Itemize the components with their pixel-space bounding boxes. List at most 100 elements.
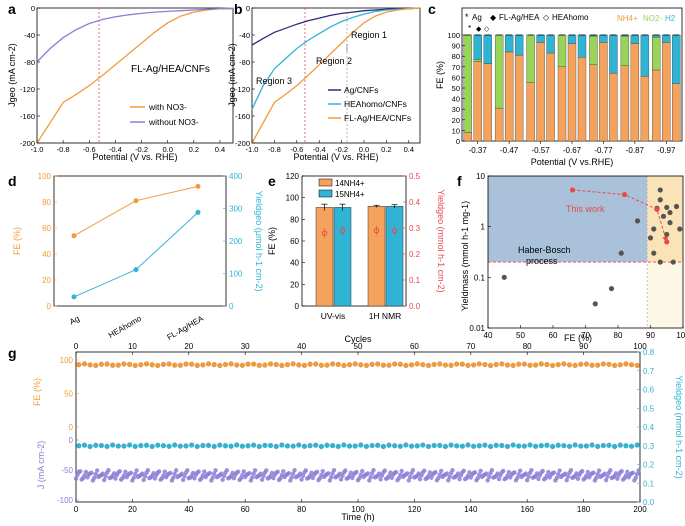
point-g-j xyxy=(292,468,297,473)
point-g-yield xyxy=(606,442,612,448)
panel-d: d 0 20 40 60 80 100 0 100 200 300 400 Ag HEAhomo FL-A… xyxy=(8,172,264,342)
point-g-yield xyxy=(504,443,511,449)
y-tick-label-a: -200 xyxy=(20,139,35,148)
point-g-j xyxy=(526,474,531,479)
point-g-j xyxy=(192,476,197,481)
x-tick-label-d: Ag xyxy=(68,314,81,327)
y-tick-label-f: 0.01 xyxy=(469,324,485,333)
panel-f-haber-1: Haber-Bosch xyxy=(518,245,571,255)
point-g-j xyxy=(447,474,452,480)
x2-tick-label-g: 70 xyxy=(466,342,475,351)
panel-c-legend: * Ag ◆ FL-Ag/HEA ◇ HEAhomo NH4+ NO2- H2 … xyxy=(465,12,676,33)
y-tick-label-c: 80 xyxy=(452,52,460,61)
point-g-fe xyxy=(346,362,353,368)
bar-c-NH4+ xyxy=(599,42,608,142)
y-tick-label-c: 20 xyxy=(452,116,460,125)
point-g-j xyxy=(619,469,624,474)
point-g-fe xyxy=(431,361,437,368)
point-g-j xyxy=(602,471,607,476)
this-work-trend xyxy=(572,189,669,243)
point-literature xyxy=(647,235,654,241)
point-g-yield xyxy=(132,443,138,449)
point-g-yield xyxy=(127,442,133,448)
point-g-yield xyxy=(544,442,550,448)
point-fe xyxy=(71,233,77,239)
x-tick-label-b: -0.6 xyxy=(290,145,303,154)
panel-a-annotation: FL-Ag/HEA/CNFs xyxy=(131,64,210,75)
point-g-j xyxy=(213,468,218,473)
point-g-yield xyxy=(330,443,336,449)
x-tick-label-c: -0.97 xyxy=(657,146,676,155)
point-g-fe xyxy=(205,361,212,367)
point-g-fe xyxy=(566,362,573,368)
point-g-j xyxy=(608,468,613,473)
point-g-yield xyxy=(346,443,353,449)
bar-c-NO2- xyxy=(463,34,472,133)
point-g-j xyxy=(281,469,286,474)
x-tick-label-a: 0.2 xyxy=(189,145,199,154)
x-tick-label-g: 100 xyxy=(351,505,365,514)
point-g-fe xyxy=(425,362,432,369)
panel-b-region2: Region 2 xyxy=(316,56,352,66)
y-tick-label-e-right: 0.0 xyxy=(409,302,421,311)
point-g-fe xyxy=(149,362,155,368)
point-g-j xyxy=(142,474,148,479)
x2-tick-label-g: 0 xyxy=(74,342,79,351)
y-tick-label-e-left: 20 xyxy=(290,280,299,289)
point-g-j xyxy=(472,470,478,475)
point-g-j xyxy=(247,470,252,476)
point-g-yield xyxy=(533,443,539,449)
bar-c-NO2- xyxy=(620,35,630,66)
panel-a-legend: with NO3- without NO3- xyxy=(130,102,199,127)
point-g-j xyxy=(410,467,416,473)
point-g-j xyxy=(478,468,483,474)
point-g-fe xyxy=(155,362,161,369)
x-tick-label-e: 1H NMR xyxy=(369,311,402,321)
panel-c-ylabel: FE (%) xyxy=(435,61,445,89)
point-g-yield xyxy=(211,443,217,450)
point-literature xyxy=(664,231,670,238)
point-g-fe xyxy=(138,362,144,368)
point-g-j xyxy=(529,467,534,473)
point-g-j xyxy=(378,477,383,482)
y-tick-label-g-fe: 0 xyxy=(69,423,74,432)
point-g-yield xyxy=(121,443,127,449)
y-tick-label-g-j: 0 xyxy=(69,436,74,445)
point-g-yield xyxy=(572,442,578,448)
y-tick-label-d-right: 300 xyxy=(229,205,243,214)
x-tick-label-c: -0.57 xyxy=(531,146,550,155)
point-g-j xyxy=(615,476,620,481)
point-g-yield xyxy=(499,442,505,449)
y-tick-label-c: 70 xyxy=(452,63,460,72)
x-tick-label-d: HEAhomo xyxy=(107,314,144,340)
point-g-fe xyxy=(561,361,567,367)
bar-c-NH4+ xyxy=(620,65,630,142)
point-g-yield xyxy=(561,443,567,449)
point-g-j xyxy=(486,474,492,479)
y-tick-label-e-right: 0.3 xyxy=(409,224,421,233)
point-g-yield xyxy=(217,442,223,448)
series-line-fe xyxy=(73,185,199,237)
point-g-yield xyxy=(555,442,561,448)
group-marker-heahomo-icon: ◇ xyxy=(484,26,490,33)
point-g-yield xyxy=(527,442,533,448)
point-g-yield xyxy=(420,442,426,448)
point-g-yield xyxy=(166,443,172,449)
x-tick-label-g: 20 xyxy=(128,505,137,514)
point-g-yield xyxy=(76,443,82,449)
legend-swatch-15n xyxy=(318,189,333,198)
point-g-j xyxy=(579,468,585,474)
point-g-j xyxy=(320,469,325,474)
point-g-j xyxy=(196,469,201,474)
y-tick-label-g-j: -100 xyxy=(57,496,74,505)
bar-c-NO2- xyxy=(589,35,598,65)
point-g-j xyxy=(259,477,265,482)
point-g-yield xyxy=(510,442,516,448)
point-g-yield xyxy=(234,442,240,448)
x-tick-label-f: 100 xyxy=(676,331,685,340)
point-g-j xyxy=(393,469,399,475)
panel-f: f 40 50 60 70 80 90 100 0.01 0.1 1 10 FE (%) Yield… xyxy=(457,172,685,343)
point-g-fe xyxy=(448,362,454,368)
y-tick-label-d-left: 20 xyxy=(42,276,51,285)
